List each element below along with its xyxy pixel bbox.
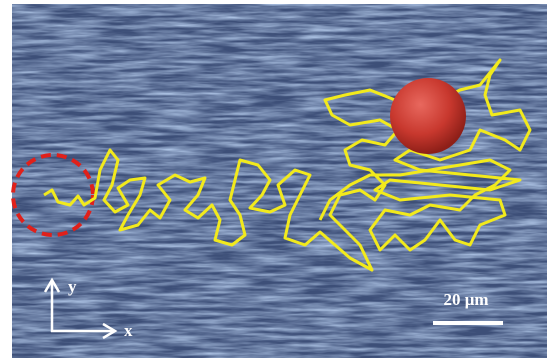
micrograph: y x 20 μm	[0, 0, 557, 364]
bead	[390, 78, 466, 154]
page: y x 20 μm (() => { const data = JSON.par…	[0, 0, 557, 364]
x-axis-label: x	[124, 321, 133, 340]
y-axis-label: y	[68, 277, 77, 296]
scale-bar-label: 20 μm	[443, 290, 488, 309]
